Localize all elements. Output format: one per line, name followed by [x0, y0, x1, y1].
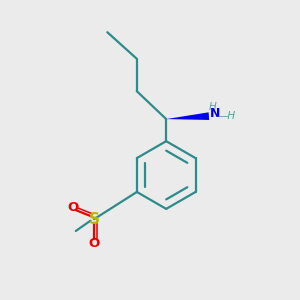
- Text: —H: —H: [218, 111, 236, 121]
- Polygon shape: [166, 112, 209, 120]
- Text: S: S: [88, 212, 100, 227]
- Text: O: O: [68, 201, 79, 214]
- Text: O: O: [88, 236, 100, 250]
- Text: N: N: [210, 107, 220, 120]
- Text: H: H: [208, 102, 216, 112]
